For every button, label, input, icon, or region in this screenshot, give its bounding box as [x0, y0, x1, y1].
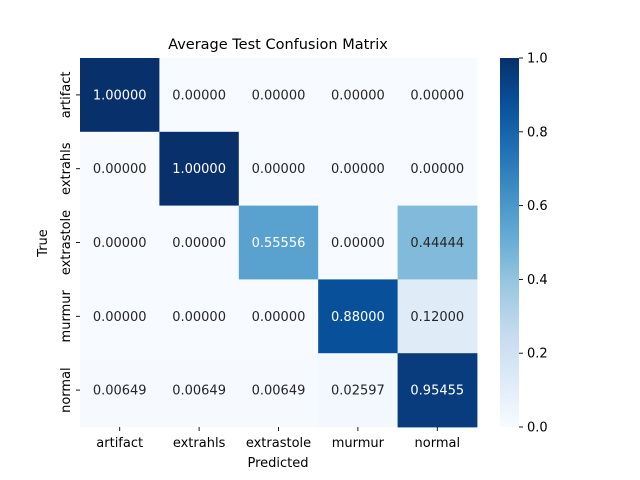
- heatmap-cell: [238, 205, 319, 280]
- cell-value-label: 0.00000: [252, 310, 306, 325]
- heatmap-cell: [397, 205, 478, 280]
- heatmap-cells: [80, 58, 478, 428]
- cell-value-label: 0.00000: [172, 310, 226, 325]
- cell-value-label: 0.00649: [93, 384, 147, 399]
- x-tick-label: murmur: [332, 436, 385, 451]
- heatmap-cell: [159, 279, 240, 354]
- heatmap-cell: [80, 279, 160, 354]
- heatmap-cell: [80, 131, 160, 206]
- colorbar-tick-label: 0.6: [527, 199, 548, 214]
- y-axis-label: True: [36, 229, 51, 258]
- cell-value-label: 0.95455: [410, 384, 464, 399]
- cell-value-label: 0.02597: [331, 384, 385, 399]
- colorbar-tick-label: 0.4: [527, 273, 548, 288]
- y-axis-ticks: artifact extrahls extrastole murmur normal: [59, 71, 80, 413]
- heatmap-cell: [318, 58, 398, 133]
- colorbar-tick-label: 1.0: [527, 52, 548, 67]
- heatmap-cell: [159, 58, 240, 133]
- cell-value-label: 0.44444: [410, 236, 464, 251]
- heatmap-cell: [80, 205, 160, 280]
- y-tick-label: murmur: [59, 290, 74, 343]
- colorbar: [500, 58, 519, 427]
- heatmap-cell: [318, 131, 398, 206]
- cell-value-label: 0.00000: [331, 88, 385, 103]
- heatmap-cell: [318, 353, 398, 428]
- cell-value-label: 0.00000: [252, 88, 306, 103]
- heatmap-cell: [159, 353, 240, 428]
- cell-value-label: 0.00649: [252, 384, 306, 399]
- heatmap-cell: [397, 58, 478, 133]
- x-axis-ticks: artifact extrahls extrastole murmur normal: [96, 427, 460, 451]
- heatmap-cell: [238, 353, 319, 428]
- cell-value-label: 0.00000: [93, 162, 147, 177]
- colorbar-tick-label: 0.8: [527, 125, 548, 140]
- heatmap-cell: [238, 58, 319, 133]
- heatmap-cell: [159, 131, 240, 206]
- x-tick-label: artifact: [96, 436, 143, 451]
- colorbar-tick-label: 0.0: [527, 421, 548, 436]
- heatmap-cell: [80, 353, 160, 428]
- heatmap-cell: [238, 279, 319, 354]
- chart-title: Average Test Confusion Matrix: [168, 37, 388, 53]
- x-axis-label: Predicted: [247, 456, 308, 471]
- colorbar-tick-label: 0.2: [527, 347, 548, 362]
- cell-value-label: 0.00000: [93, 236, 147, 251]
- heatmap-cell: [159, 205, 240, 280]
- cell-value-label: 0.12000: [410, 310, 464, 325]
- cell-value-label: 0.00000: [172, 236, 226, 251]
- heatmap-cell: [238, 131, 319, 206]
- y-tick-label: extrahls: [59, 142, 74, 195]
- cell-value-label: 0.00000: [410, 88, 464, 103]
- x-tick-label: normal: [415, 436, 461, 451]
- heatmap-cell-labels: 1.00000 0.00000 0.00000 0.00000 0.00000 0.000…: [93, 88, 464, 398]
- cell-value-label: 0.00000: [93, 310, 147, 325]
- heatmap-cell: [397, 279, 478, 354]
- cell-value-label: 0.00000: [172, 88, 226, 103]
- cell-value-label: 0.00000: [410, 162, 464, 177]
- cell-value-label: 1.00000: [172, 162, 226, 177]
- x-tick-label: extrahls: [173, 436, 226, 451]
- heatmap-cell: [397, 131, 478, 206]
- heatmap-cell: [80, 58, 160, 133]
- cell-value-label: 0.00649: [172, 384, 226, 399]
- cell-value-label: 0.00000: [252, 162, 306, 177]
- y-tick-label: normal: [59, 367, 74, 413]
- heatmap-cell: [397, 353, 478, 428]
- y-tick-label: extrastole: [59, 210, 74, 275]
- colorbar-ticks: 0.0 0.2 0.4 0.6 0.8 1.0: [519, 52, 548, 436]
- cell-value-label: 0.00000: [331, 236, 385, 251]
- cell-value-label: 0.00000: [331, 162, 385, 177]
- y-tick-label: artifact: [59, 71, 74, 118]
- x-tick-label: extrastole: [246, 436, 311, 451]
- cell-value-label: 0.55556: [252, 236, 306, 251]
- cell-value-label: 0.88000: [331, 310, 385, 325]
- heatmap-cell: [318, 279, 398, 354]
- cell-value-label: 1.00000: [93, 88, 147, 103]
- heatmap-cell: [318, 205, 398, 280]
